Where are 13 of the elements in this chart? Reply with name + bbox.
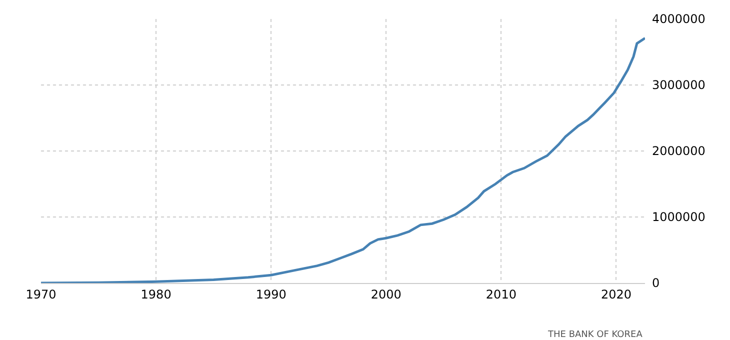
x-tick-label: 2020	[600, 287, 632, 302]
y-tick-label: 4000000	[652, 12, 706, 26]
x-tick-label: 1970	[26, 287, 56, 302]
x-tick-label: 1990	[256, 287, 286, 302]
text: THE BANK OF KOREA	[547, 330, 644, 340]
y-tick-label: 0	[652, 276, 660, 290]
y-tick-label: 3000000	[652, 78, 706, 92]
y-tick-label: 2000000	[652, 144, 706, 158]
x-tick-label: 2010	[486, 287, 516, 302]
line-series	[41, 36, 645, 283]
y-tick-label: 1000000	[652, 210, 706, 224]
x-tick-label: 1980	[140, 287, 172, 302]
x-tick-label: 2000	[370, 287, 402, 302]
